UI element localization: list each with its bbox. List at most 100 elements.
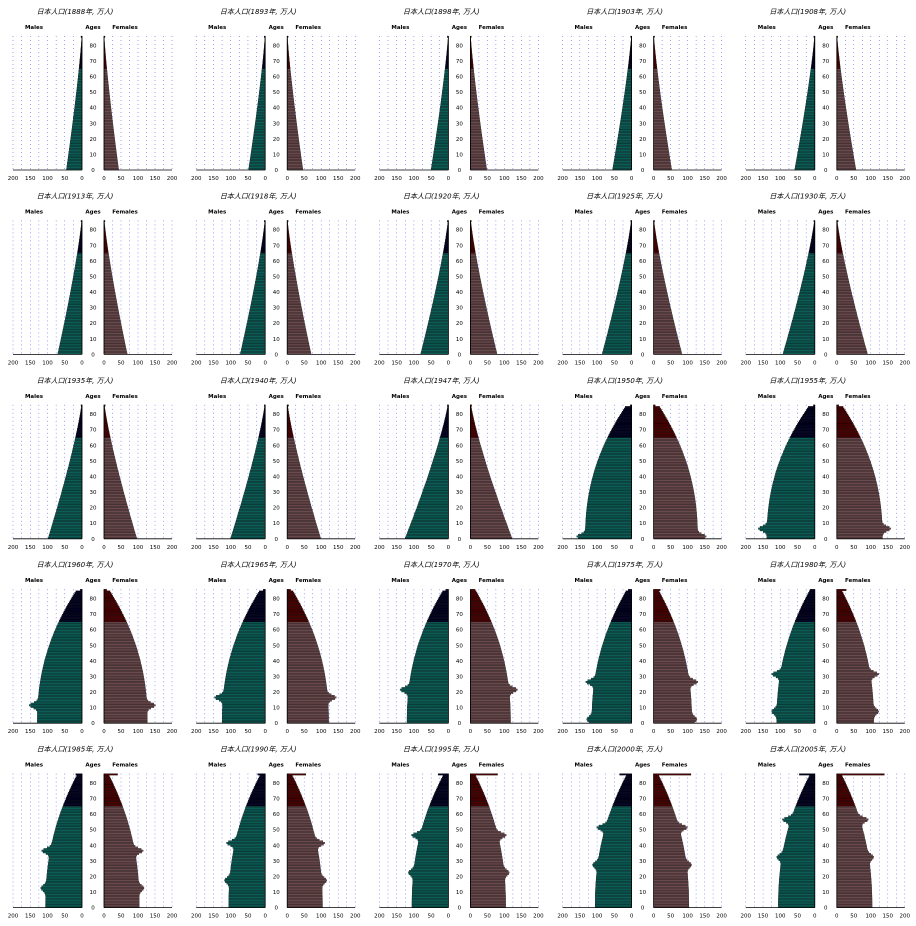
female-bar <box>470 683 508 685</box>
male-bar <box>424 342 449 344</box>
male-bar <box>67 167 82 169</box>
female-bar <box>104 462 116 464</box>
female-bar <box>104 292 115 294</box>
male-bar <box>242 498 265 500</box>
female-bar <box>287 872 321 874</box>
female-bar <box>837 705 874 707</box>
female-bar <box>654 650 684 652</box>
female-bar <box>470 350 496 352</box>
age-tick-label: 50 <box>456 274 463 280</box>
male-bar <box>791 325 815 327</box>
female-bar <box>470 486 493 488</box>
male-bar <box>795 428 815 430</box>
male-bar <box>249 473 265 475</box>
male-bar <box>794 312 814 314</box>
male-bar <box>245 331 265 333</box>
female-bar <box>470 774 497 776</box>
female-bar <box>104 436 110 438</box>
male-bar <box>444 73 448 75</box>
x-tick-label-left: 200 <box>374 914 385 920</box>
female-bar <box>104 642 135 644</box>
male-bar <box>442 94 448 96</box>
male-bar <box>806 103 815 105</box>
female-bar <box>104 529 134 531</box>
x-tick-label-left: 100 <box>225 360 236 366</box>
female-bar <box>287 608 302 610</box>
age-tick-label: 40 <box>822 474 829 480</box>
male-bar <box>256 114 265 116</box>
male-bar <box>788 642 815 644</box>
female-bar <box>470 661 504 663</box>
x-tick-label-right: 150 <box>699 360 710 366</box>
female-bar <box>287 822 311 824</box>
female-bar <box>470 252 475 254</box>
male-bar <box>262 419 265 421</box>
female-bar <box>287 255 292 257</box>
female-bar <box>654 501 696 503</box>
male-bar <box>436 452 449 454</box>
male-bar <box>440 438 448 440</box>
female-bar <box>470 305 485 307</box>
male-bar <box>439 114 448 116</box>
male-bar <box>439 112 448 114</box>
male-bar <box>408 697 449 699</box>
female-bar <box>104 600 116 602</box>
female-bar <box>104 80 108 82</box>
female-bar <box>470 105 477 107</box>
male-bar <box>40 683 82 685</box>
female-bar <box>470 786 481 788</box>
female-bar <box>654 162 671 164</box>
male-bar <box>627 75 632 77</box>
female-bar <box>654 658 685 660</box>
male-bar <box>64 484 82 486</box>
male-bar <box>610 433 632 435</box>
male-bar <box>252 144 265 146</box>
female-bar <box>104 870 138 872</box>
male-bar <box>439 115 448 117</box>
female-bar <box>654 91 660 93</box>
female-bar <box>287 525 317 527</box>
female-bar <box>470 326 490 328</box>
female-bar <box>837 690 873 692</box>
female-bar <box>287 720 328 722</box>
male-bar <box>70 600 82 602</box>
female-bar <box>104 878 138 880</box>
female-bar <box>654 283 666 285</box>
male-bar <box>64 325 82 327</box>
female-bar <box>287 66 290 68</box>
female-bar <box>287 305 301 307</box>
male-bar <box>51 529 82 531</box>
male-bar <box>795 620 815 622</box>
male-bar <box>254 291 266 293</box>
female-bar <box>837 238 840 240</box>
male-bar <box>599 458 632 460</box>
female-bar <box>654 617 672 619</box>
male-bar <box>246 487 266 489</box>
panel-title: 日本人口(1913年, 万人) <box>37 192 114 200</box>
male-bar <box>809 591 815 593</box>
female-bar <box>287 258 292 260</box>
female-bar <box>837 117 848 119</box>
x-tick-label-left: 50 <box>794 545 801 551</box>
male-bar <box>798 300 815 302</box>
male-bar <box>75 267 82 269</box>
male-bar <box>801 608 815 610</box>
female-bar <box>470 272 479 274</box>
female-bar <box>837 526 889 528</box>
male-bar <box>242 501 266 503</box>
x-tick-label-right: 100 <box>682 545 693 551</box>
female-bar <box>104 489 123 491</box>
female-bar <box>470 839 500 841</box>
female-bar <box>654 142 668 144</box>
male-bar <box>262 420 265 422</box>
male-bar <box>802 283 815 285</box>
male-bar <box>444 80 449 82</box>
male-bar <box>798 151 815 153</box>
female-bar <box>104 439 111 441</box>
female-bar <box>287 250 291 252</box>
male-bar <box>435 144 448 146</box>
female-bar <box>287 128 297 130</box>
male-bar <box>43 666 82 668</box>
male-bar <box>229 903 265 905</box>
